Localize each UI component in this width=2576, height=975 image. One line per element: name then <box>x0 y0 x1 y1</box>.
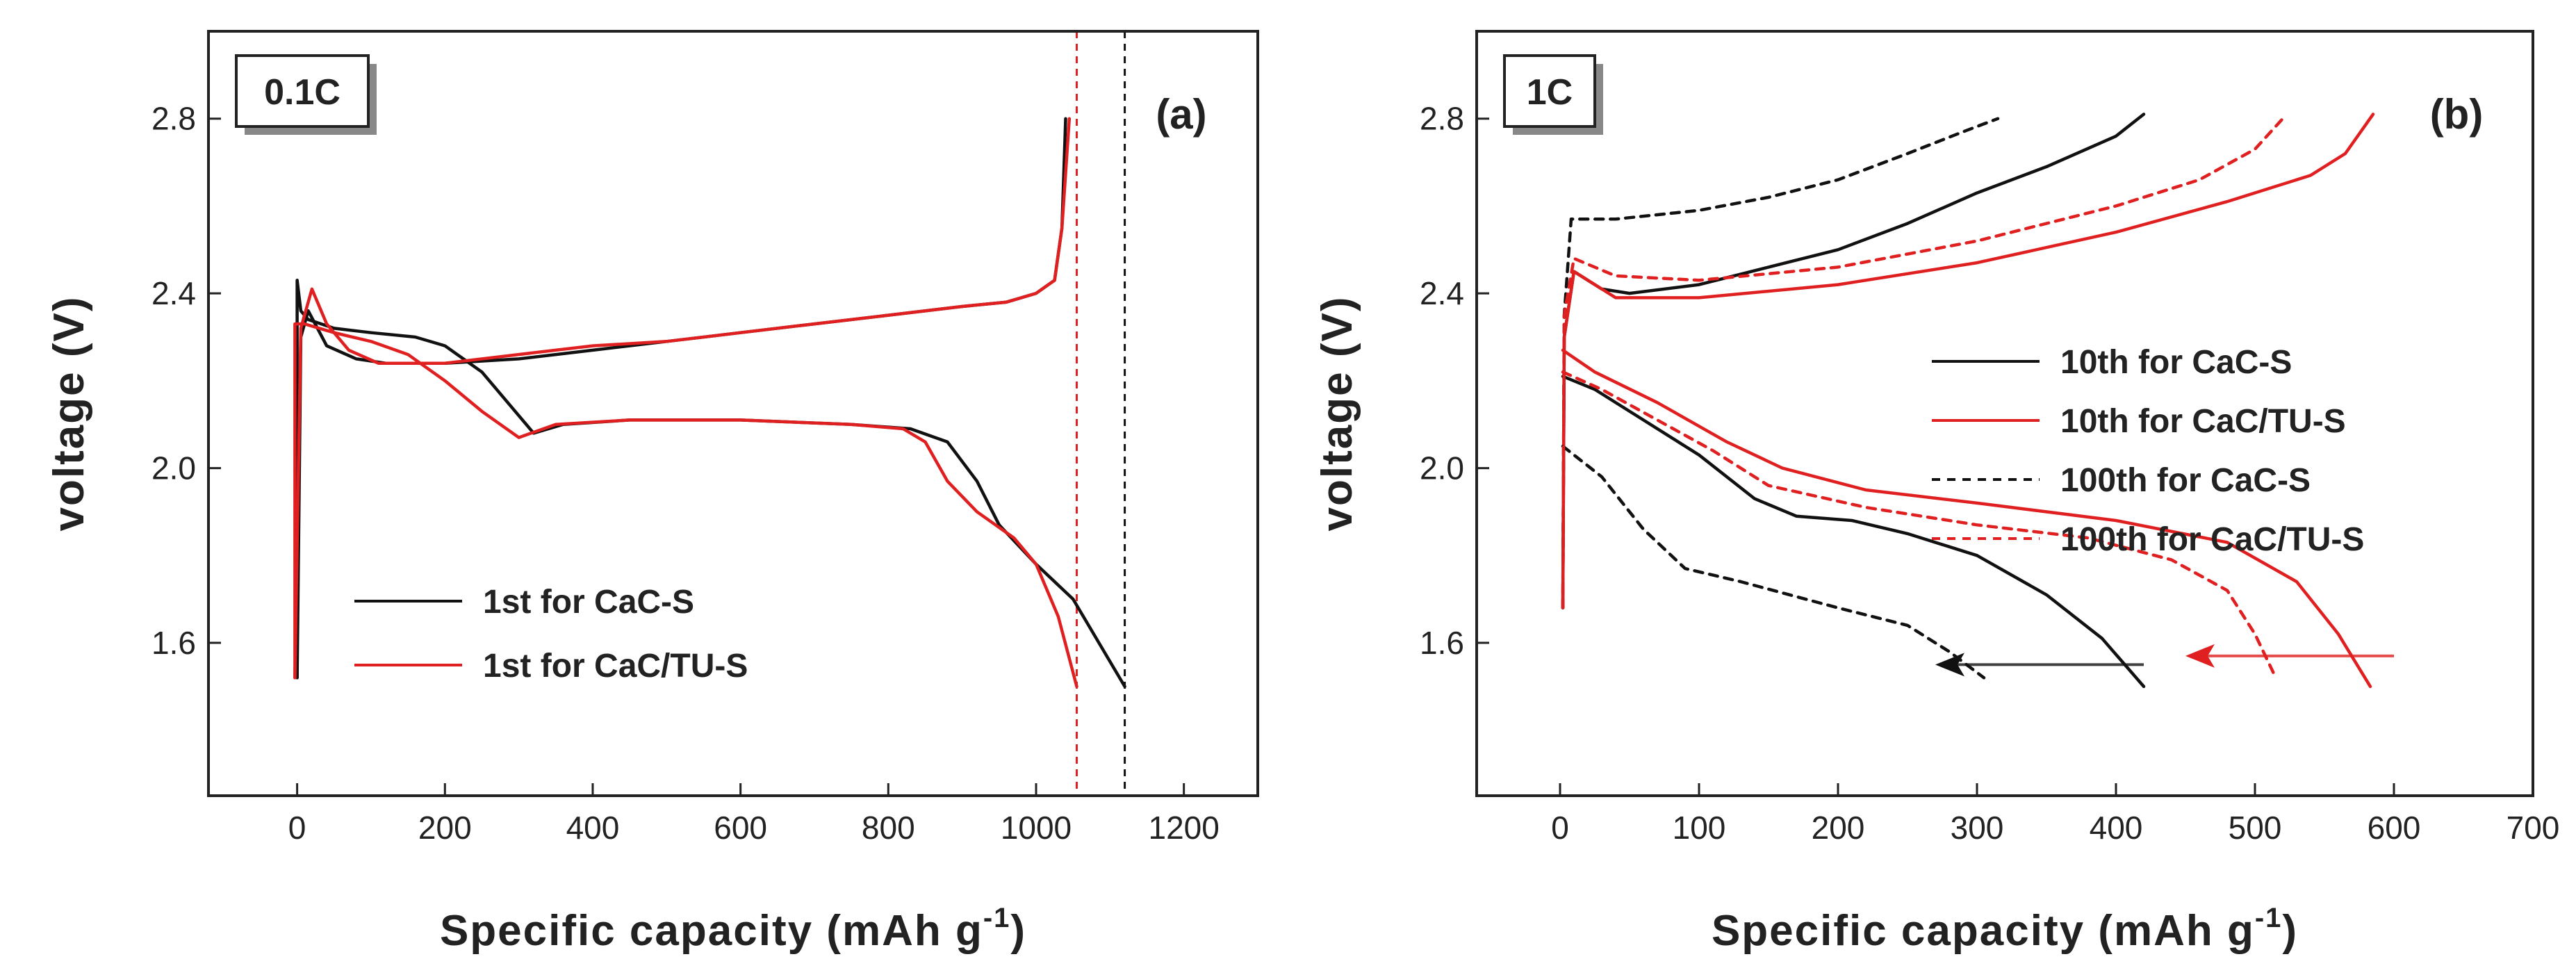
panel-a-ytick-label-3: 2.8 <box>151 101 196 137</box>
panel-a-xlabel: Specific capacity (mAh g-1) <box>440 903 1026 955</box>
panel-a-series-1-segment-1 <box>293 117 1072 680</box>
panel-b-xlabel: Specific capacity (mAh g-1) <box>1712 903 2298 955</box>
panel-b-arrow-head-0 <box>1935 653 1964 677</box>
panel-a-legend-label-1: 1st for CaC/TU-S <box>483 648 748 685</box>
panel-a-rate-box: 0.1C <box>235 54 377 135</box>
panel-b-series-0-segment-0 <box>1561 375 2146 689</box>
panel-b-legend: 10th for CaC-S 10th for CaC/TU-S 100th f… <box>1932 344 2364 558</box>
panel-a-xtick-label-6: 1200 <box>1148 810 1219 846</box>
panel-b-legend-label-0: 10th for CaC-S <box>2060 344 2292 381</box>
panel-b-ytick-label-0: 1.6 <box>1420 625 1464 661</box>
panel-b-series-1-segment-1 <box>1561 113 2375 609</box>
panel-a-xlabel-main: Specific capacity (mAh g <box>440 907 983 955</box>
panel-b-ytick-label-1: 2.0 <box>1420 450 1464 486</box>
panel-a-frame <box>207 30 1259 797</box>
panel-b-xlabel-end: ) <box>2282 907 2298 955</box>
panel-b-arrow-head-1 <box>2185 644 2215 668</box>
panel-b-data-lines <box>1561 113 2394 689</box>
panel-b-ticks: 0 100 200 300 400 500 600 700 1.6 2.0 2.4 2.8 <box>1420 101 2559 846</box>
panel-b-series-1-segment-0 <box>1561 348 2372 689</box>
panel-a-xtick-label-0: 0 <box>288 810 306 846</box>
panel-b-xlabel-sup: -1 <box>2255 903 2283 933</box>
panel-a-rate-label: 0.1C <box>264 72 341 113</box>
panel-a-xtick-label-5: 1000 <box>1001 810 1072 846</box>
panel-a-xlabel-sup: -1 <box>983 903 1011 933</box>
panel-b-xtick-label-4: 400 <box>2090 810 2143 846</box>
panel-b: 0 100 200 300 400 500 600 700 1.6 2.0 2.4 2.8 1C (b… <box>1313 30 2559 955</box>
panel-a-ticks: 0 200 400 600 800 1000 1200 1.6 2.0 2.4 2.8 <box>151 101 1220 846</box>
panel-a-ylabel: voltage (V) <box>45 296 93 532</box>
panel-b-series-2-segment-0 <box>1561 444 1986 680</box>
panel-b-label: (b) <box>2430 91 2484 138</box>
panel-b-series-3-segment-0 <box>1561 370 2278 680</box>
panel-a-ytick-label-2: 2.4 <box>151 275 196 311</box>
panel-a-xtick-label-4: 800 <box>862 810 915 846</box>
panel-b-series-3-segment-1 <box>1561 117 2285 609</box>
panel-a-xtick-label-1: 200 <box>418 810 472 846</box>
panel-b-rate-box: 1C <box>1503 54 1603 135</box>
panel-a-legend: 1st for CaC-S 1st for CaC/TU-S <box>354 584 748 685</box>
panel-a-xlabel-end: ) <box>1010 907 1026 955</box>
panel-a-ytick-label-1: 2.0 <box>151 450 196 486</box>
panel-a-data-lines <box>293 31 1126 796</box>
panel-b-xtick-label-5: 500 <box>2229 810 2282 846</box>
panel-b-xtick-label-7: 700 <box>2507 810 2560 846</box>
panel-b-xlabel-main: Specific capacity (mAh g <box>1712 907 2255 955</box>
panel-b-rate-label: 1C <box>1527 72 1573 113</box>
panel-b-frame <box>1475 30 2534 797</box>
panel-b-legend-label-2: 100th for CaC-S <box>2060 462 2311 499</box>
panel-b-ytick-label-2: 2.4 <box>1420 275 1464 311</box>
panel-b-rate-border <box>1503 54 1596 128</box>
panel-b-xtick-label-6: 600 <box>2368 810 2421 846</box>
panel-a: 0 200 400 600 800 1000 1200 1.6 2.0 2.4 2.8 0.1C (… <box>45 30 1259 955</box>
panel-a-xtick-label-3: 600 <box>714 810 767 846</box>
panel-a-series-0-segment-0 <box>295 279 1126 689</box>
panel-b-xtick-label-2: 200 <box>1812 810 1865 846</box>
panel-b-xtick-label-3: 300 <box>1951 810 2004 846</box>
panel-b-ytick-label-3: 2.8 <box>1420 101 1464 137</box>
panel-b-xtick-label-0: 0 <box>1551 810 1569 846</box>
panel-b-xtick-label-1: 100 <box>1673 810 1726 846</box>
panel-a-legend-label-0: 1st for CaC-S <box>483 584 694 621</box>
panel-b-legend-label-3: 100th for CaC/TU-S <box>2060 521 2364 558</box>
panel-a-xtick-label-2: 400 <box>566 810 620 846</box>
panel-a-series-1-segment-0 <box>293 322 1078 689</box>
panel-b-series-2-segment-1 <box>1561 117 2000 609</box>
panel-a-ytick-label-0: 1.6 <box>151 625 196 661</box>
panel-a-rate-border <box>235 54 370 128</box>
panel-b-ylabel: voltage (V) <box>1313 296 1361 532</box>
panel-b-legend-label-1: 10th for CaC/TU-S <box>2060 403 2346 440</box>
panel-a-label: (a) <box>1156 91 1206 138</box>
